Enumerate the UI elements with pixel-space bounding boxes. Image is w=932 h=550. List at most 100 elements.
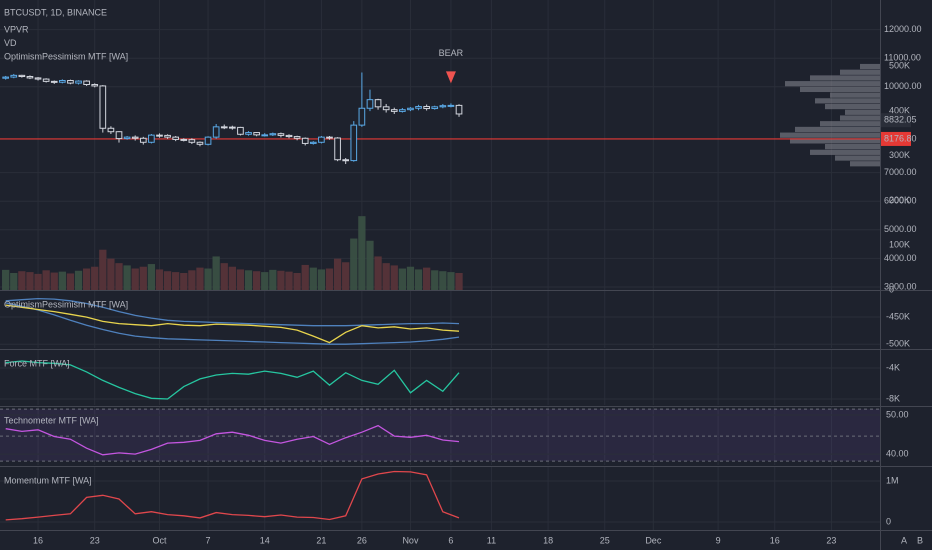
vpvr-bar (810, 75, 880, 81)
vpvr-bar (780, 132, 880, 138)
indicator-line (5, 470, 460, 521)
volume-bar (285, 271, 293, 290)
candle-body (423, 106, 430, 110)
volume-bar (244, 270, 253, 290)
candle-body (447, 104, 455, 107)
candle-body (326, 136, 333, 139)
volume-bar (99, 249, 107, 290)
volume-bar (42, 270, 50, 290)
y-tick-label: 4000.00 (884, 253, 917, 263)
legend-item: VD (4, 38, 17, 48)
x-tick-label: 14 (260, 535, 270, 545)
vpvr-bar (790, 138, 880, 144)
x-tick-label: 18 (543, 535, 553, 545)
candle-body (107, 127, 115, 133)
volume-bar (374, 256, 382, 290)
vpvr-bar (815, 98, 880, 104)
volume-bar (293, 272, 301, 290)
x-tick-label: 7 (206, 535, 211, 545)
chart-title: BTCUSDT, 1D, BINANCE (4, 7, 107, 17)
candle-body (180, 138, 188, 141)
candle-body (374, 99, 382, 108)
indicator-line (5, 304, 460, 344)
candle-body (115, 131, 123, 140)
volume-bar (147, 264, 156, 290)
volume-bar (139, 266, 147, 290)
candle-body (139, 137, 147, 143)
candle-body (42, 78, 50, 82)
volume-bar (82, 268, 91, 290)
volume-bar (2, 269, 10, 290)
vpvr-bar (840, 115, 880, 121)
y-tick-label: 11000.00 (884, 53, 921, 63)
volume-bar (18, 271, 26, 290)
volume-bar (91, 266, 99, 290)
volume-bar (455, 272, 463, 290)
volume-bar (50, 272, 58, 290)
y-tick-label: 10000.00 (884, 81, 922, 91)
volume-bar (277, 270, 285, 290)
x-tick-label: 26 (357, 535, 367, 545)
x-tick-label: 16 (770, 535, 780, 545)
candle-body (212, 126, 220, 138)
vpvr-bar (825, 103, 880, 110)
volume-bar (309, 267, 317, 290)
candle-body (293, 136, 301, 139)
candle-body (455, 104, 463, 115)
last-price-tag (881, 113, 911, 128)
candle-body (18, 74, 26, 78)
volume-bar (196, 267, 204, 290)
vpvr-bar (860, 63, 880, 70)
volume-bar (228, 266, 236, 290)
candle-body (2, 76, 10, 79)
volume-bar (358, 216, 366, 290)
x-tick-label: 23 (90, 535, 100, 545)
candle-body (431, 106, 439, 110)
volume-bar (350, 238, 358, 290)
candle-body (10, 74, 18, 78)
candle-body (407, 107, 414, 111)
band (0, 409, 880, 462)
volume-bar (301, 264, 309, 290)
y-tick-label: -500K (886, 339, 910, 349)
volume-bar (269, 269, 277, 290)
candle-body (123, 136, 131, 140)
volume-bar (172, 272, 180, 290)
volume-bar (398, 268, 406, 290)
volume-bar (317, 269, 326, 290)
scale-label: B (917, 535, 923, 545)
volume-bar (390, 265, 398, 290)
vpvr-bar (840, 69, 880, 75)
candle-body (67, 80, 74, 84)
price-line-tag (881, 131, 911, 146)
y-tick-label: 6000.00 (884, 196, 917, 206)
candle-body (269, 133, 277, 136)
vpvr-bar (800, 86, 880, 93)
y-tick-label: 0 (889, 284, 894, 294)
volume-bar (10, 272, 18, 290)
candle-body (261, 134, 269, 137)
volume-bar (220, 263, 228, 290)
indicator-title: Momentum MTF [WA] (4, 475, 92, 485)
volume-bar (406, 266, 415, 290)
volume-bar (422, 267, 431, 290)
indicator-line (5, 360, 460, 400)
candle-body (253, 132, 260, 136)
legend-item: VPVR (4, 24, 29, 34)
y-tick-label: 50.00 (886, 409, 909, 419)
candle-body (220, 126, 228, 129)
y-tick-label: 7000.00 (884, 167, 917, 177)
candle-body (285, 134, 293, 138)
indicator-line (5, 297, 460, 327)
vpvr-bar (785, 81, 880, 87)
volume-bar (261, 272, 269, 290)
volume-bar (236, 269, 245, 290)
candle-body (382, 106, 390, 111)
candle-body (172, 136, 180, 140)
y-tick-label: 200K (889, 195, 910, 205)
candle-body (83, 80, 90, 86)
volume-bar (439, 271, 447, 290)
y-tick-label: 5000.00 (884, 224, 917, 234)
candle-body (439, 105, 447, 108)
